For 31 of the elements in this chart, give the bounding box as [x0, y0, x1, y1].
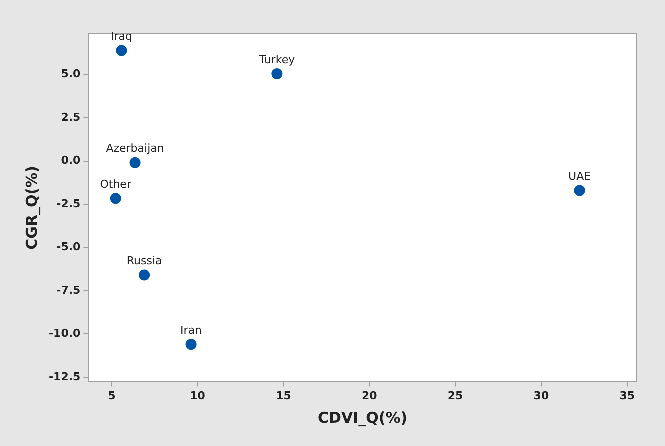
y-tick-label: 2.5 [61, 110, 81, 124]
y-tick-label: 5.0 [61, 68, 82, 81]
x-tick-label: 35 [620, 389, 636, 402]
y-tick-label: -10.0 [48, 327, 82, 340]
y-tick-label: -5.0 [56, 240, 82, 254]
y-tick-label: -2.5 [56, 197, 81, 210]
point [186, 339, 197, 350]
point [116, 45, 128, 56]
x-tick-label: 5 [108, 389, 116, 402]
annotation: Azerbaijan [106, 142, 164, 156]
x-tick-label: 30 [534, 389, 550, 402]
annotation: Russia [126, 254, 162, 268]
x-tick-label: 15 [276, 389, 292, 402]
annotation: UAE [568, 170, 592, 184]
point [139, 270, 150, 281]
point [272, 68, 283, 80]
x-axis-title: CDVI_Q(%) [318, 408, 408, 427]
y-tick-label: -7.5 [56, 284, 81, 297]
annotation: Other [100, 178, 132, 192]
point [574, 185, 586, 196]
x-tick-label: 10 [190, 389, 206, 402]
point [110, 193, 122, 204]
y-tick-label: -12.5 [48, 370, 81, 384]
x-tick-label: 20 [362, 389, 378, 402]
annotation: Iran [180, 324, 202, 337]
annotation: Iraq [110, 30, 132, 44]
y-tick-label: 0.0 [61, 154, 82, 168]
x-tick-label: 25 [448, 389, 464, 402]
annotation: Turkey [258, 53, 296, 66]
y-axis-title: CGR_Q(%) [22, 166, 41, 250]
point [130, 157, 141, 168]
